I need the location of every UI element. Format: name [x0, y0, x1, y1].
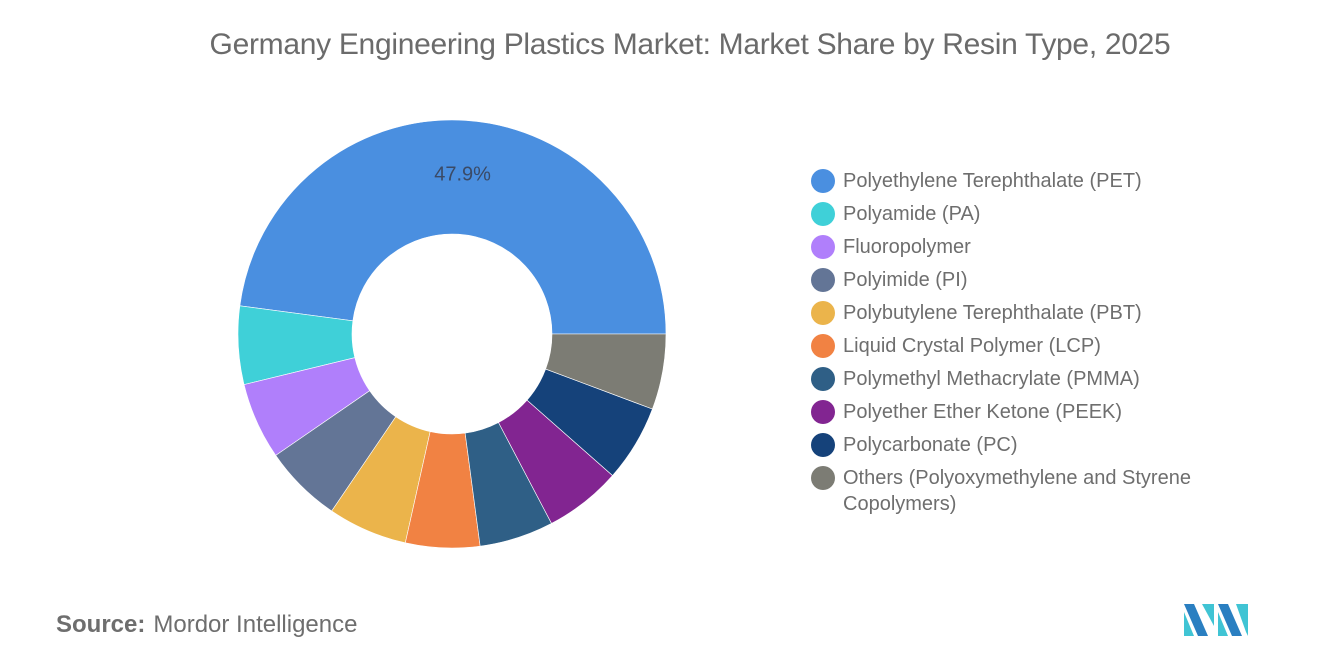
source-value: Mordor Intelligence: [153, 611, 358, 638]
legend-label: Polycarbonate (PC): [843, 434, 1018, 456]
legend-item[interactable]: Polybutylene Terephthalate (PBT): [811, 300, 1281, 326]
legend-label: Liquid Crystal Polymer (LCP): [843, 335, 1101, 357]
legend-swatch-icon: [811, 169, 835, 193]
legend-item[interactable]: Polycarbonate (PC): [811, 432, 1281, 458]
donut-slice[interactable]: [545, 333, 667, 410]
slice-data-label: 47.9%: [434, 163, 491, 185]
legend-swatch-icon: [811, 433, 835, 457]
legend-item[interactable]: Polyether Ether Ketone (PEEK): [811, 399, 1281, 425]
legend-item[interactable]: Polyethylene Terephthalate (PET): [811, 168, 1281, 194]
legend-label: Polyether Ether Ketone (PEEK): [843, 401, 1123, 423]
legend-swatch-icon: [811, 400, 835, 424]
legend-label: Polyamide (PA): [843, 203, 981, 225]
legend-label: Polymethyl Methacrylate (PMMA): [843, 368, 1140, 390]
mordor-intelligence-logo-icon: [1184, 602, 1250, 638]
chart-title: Germany Engineering Plastics Market: Mar…: [209, 28, 1171, 61]
legend-item[interactable]: Polymethyl Methacrylate (PMMA): [811, 366, 1281, 392]
donut-slice[interactable]: [239, 119, 667, 335]
legend-label: Fluoropolymer: [843, 236, 971, 258]
source-credit: Source: Mordor Intelligence: [56, 611, 357, 639]
legend-label: Others (Polyoxymethylene and Styrene Cop…: [843, 467, 1191, 515]
legend-label: Polyethylene Terephthalate (PET): [843, 170, 1142, 192]
logo-svg: [1184, 604, 1248, 636]
legend-swatch-icon: [811, 235, 835, 259]
legend-swatch-icon: [811, 334, 835, 358]
legend-item[interactable]: Others (Polyoxymethylene and Styrene Cop…: [811, 465, 1281, 517]
legend-item[interactable]: Fluoropolymer: [811, 234, 1281, 260]
legend-swatch-icon: [811, 367, 835, 391]
legend-swatch-icon: [811, 466, 835, 490]
legend-swatch-icon: [811, 202, 835, 226]
chart-legend: Polyethylene Terephthalate (PET) Polyami…: [811, 168, 1281, 524]
legend-label: Polybutylene Terephthalate (PBT): [843, 302, 1142, 324]
legend-item[interactable]: Polyamide (PA): [811, 201, 1281, 227]
legend-item[interactable]: Liquid Crystal Polymer (LCP): [811, 333, 1281, 359]
legend-label: Polyimide (PI): [843, 269, 968, 291]
source-key: Source:: [56, 611, 146, 638]
legend-item[interactable]: Polyimide (PI): [811, 267, 1281, 293]
legend-swatch-icon: [811, 268, 835, 292]
legend-swatch-icon: [811, 301, 835, 325]
